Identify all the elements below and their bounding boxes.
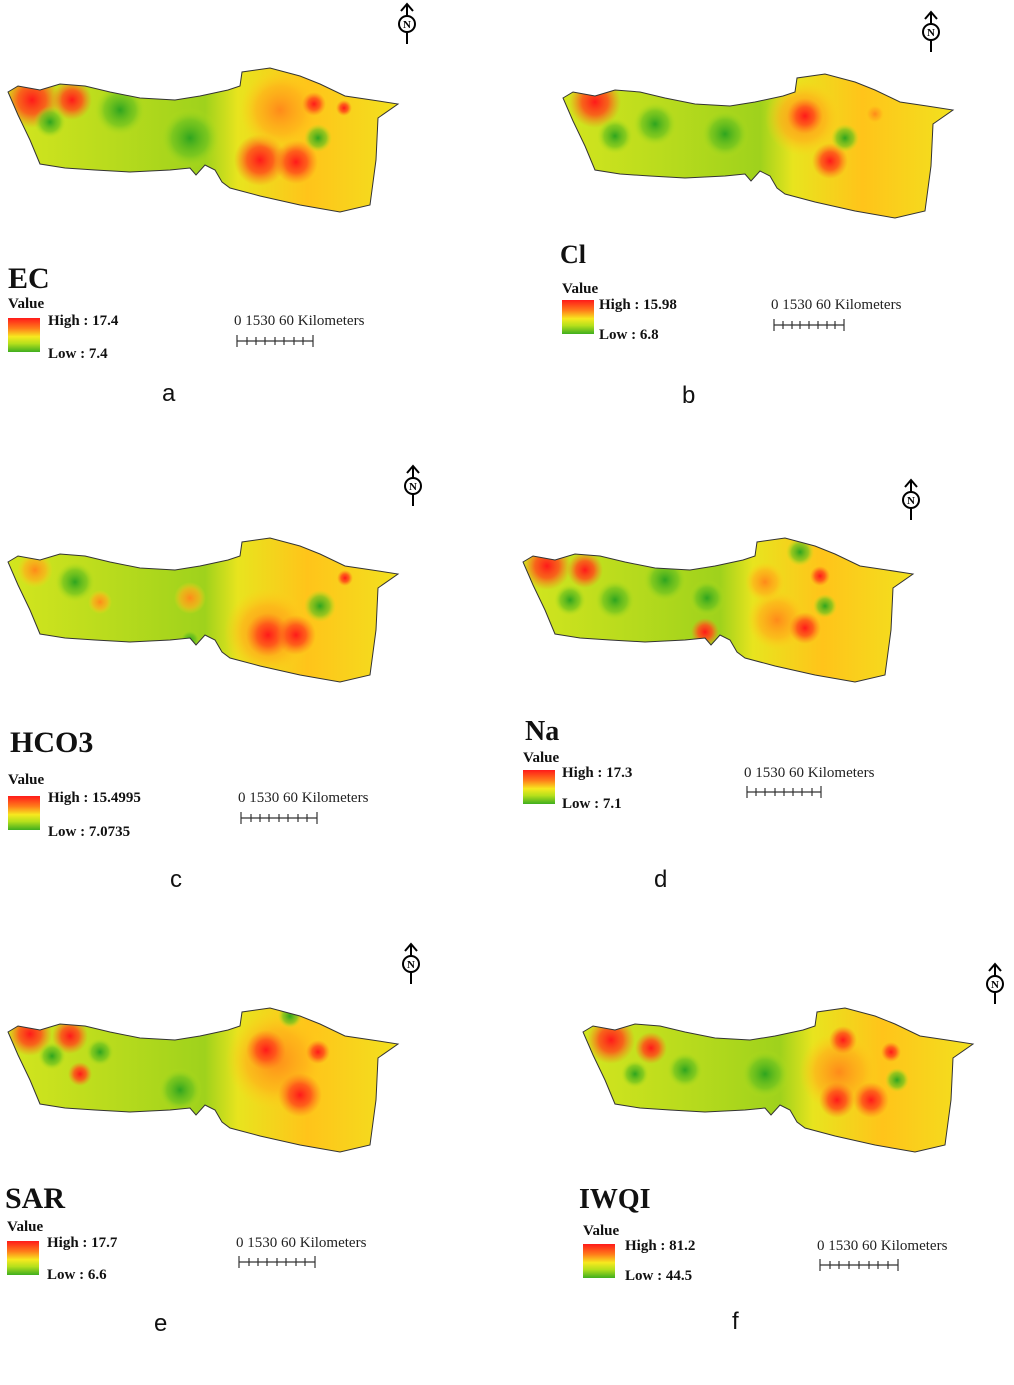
legend-color-ramp	[523, 770, 555, 804]
scale-bar	[746, 786, 822, 798]
panel-letter: f	[732, 1308, 739, 1335]
panel-hco3: N HCO3 Value High : 15.4995 Low : 7.0735…	[0, 464, 507, 915]
legend-color-ramp	[8, 796, 40, 830]
svg-text:N: N	[407, 959, 415, 971]
north-arrow-icon: N	[902, 478, 920, 520]
legend-low: Low : 7.0735	[48, 824, 131, 840]
legend-value-label: Value	[523, 750, 560, 766]
legend-low: Low : 44.5	[625, 1268, 693, 1284]
panel-title: IWQI	[579, 1184, 651, 1215]
panel-letter: c	[170, 866, 182, 893]
panel-title: SAR	[5, 1182, 66, 1215]
legend-high: High : 17.4	[48, 313, 119, 329]
north-arrow-icon: N	[404, 464, 422, 506]
legend-value-label: Value	[562, 281, 599, 297]
panel-letter: a	[162, 380, 176, 407]
cl-map	[562, 73, 955, 219]
svg-text:N: N	[991, 979, 999, 991]
panel-title: EC	[8, 262, 50, 295]
panel-iwqi: N IWQI Value High : 81.2 Low : 44.5 0 15…	[575, 940, 1014, 1385]
panel-cl: N Cl Value High : 15.98 Low : 6.8 0 1530…	[555, 6, 1014, 451]
north-arrow-icon: N	[922, 10, 940, 52]
legend-color-ramp	[583, 1244, 615, 1278]
scale-bar	[240, 812, 318, 824]
panel-letter: b	[682, 382, 696, 409]
legend-low: Low : 7.1	[562, 796, 622, 812]
north-arrow-icon: N	[986, 962, 1004, 1004]
legend-low: Low : 6.8	[599, 327, 659, 343]
scale-bar	[773, 319, 845, 331]
legend-color-ramp	[562, 300, 594, 334]
legend-value-label: Value	[7, 1219, 44, 1235]
panel-title: HCO3	[10, 726, 94, 759]
north-arrow-icon: N	[398, 2, 416, 44]
legend-color-ramp	[8, 318, 40, 352]
legend-value-label: Value	[8, 296, 45, 312]
scale-bar-label: 0 1530 60 Kilometers	[817, 1238, 948, 1254]
legend-value-label: Value	[8, 772, 45, 788]
legend-high: High : 15.98	[599, 297, 677, 313]
panel-sar: N SAR Value High : 17.7 Low : 6.6 0 1530…	[0, 940, 507, 1385]
hco3-map	[7, 537, 400, 683]
na-map	[522, 537, 915, 683]
legend-high: High : 81.2	[625, 1238, 696, 1254]
north-arrow-icon: N	[402, 942, 420, 984]
legend-color-ramp	[7, 1241, 39, 1275]
panel-na: N Na Value High : 17.3 Low : 7.1 0 1530 …	[515, 470, 1014, 915]
iwqi-map	[582, 1007, 975, 1153]
legend-low: Low : 7.4	[48, 346, 108, 362]
scale-bar	[236, 335, 314, 347]
legend-low: Low : 6.6	[47, 1267, 107, 1283]
panel-ec: N EC Value High : 17.4 Low : 7.4 0 1530 …	[0, 0, 507, 445]
scale-bar-label: 0 1530 60 Kilometers	[236, 1235, 367, 1251]
panel-letter: d	[654, 866, 668, 893]
svg-text:N: N	[907, 495, 915, 507]
scale-bar-label: 0 1530 60 Kilometers	[744, 765, 875, 781]
scale-bar	[238, 1256, 316, 1268]
svg-text:N: N	[409, 481, 417, 493]
panel-title: Na	[525, 716, 560, 747]
svg-text:N: N	[403, 19, 411, 31]
legend-high: High : 15.4995	[48, 790, 141, 806]
legend-high: High : 17.7	[47, 1235, 118, 1251]
legend-high: High : 17.3	[562, 765, 633, 781]
scale-bar-label: 0 1530 60 Kilometers	[234, 313, 365, 329]
svg-text:N: N	[927, 27, 935, 39]
panel-title: Cl	[560, 240, 586, 269]
legend-value-label: Value	[583, 1223, 620, 1239]
sar-map	[7, 1007, 400, 1153]
panel-letter: e	[154, 1310, 168, 1337]
scale-bar	[819, 1259, 899, 1271]
ec-map	[7, 67, 400, 213]
scale-bar-label: 0 1530 60 Kilometers	[771, 297, 902, 313]
scale-bar-label: 0 1530 60 Kilometers	[238, 790, 369, 806]
